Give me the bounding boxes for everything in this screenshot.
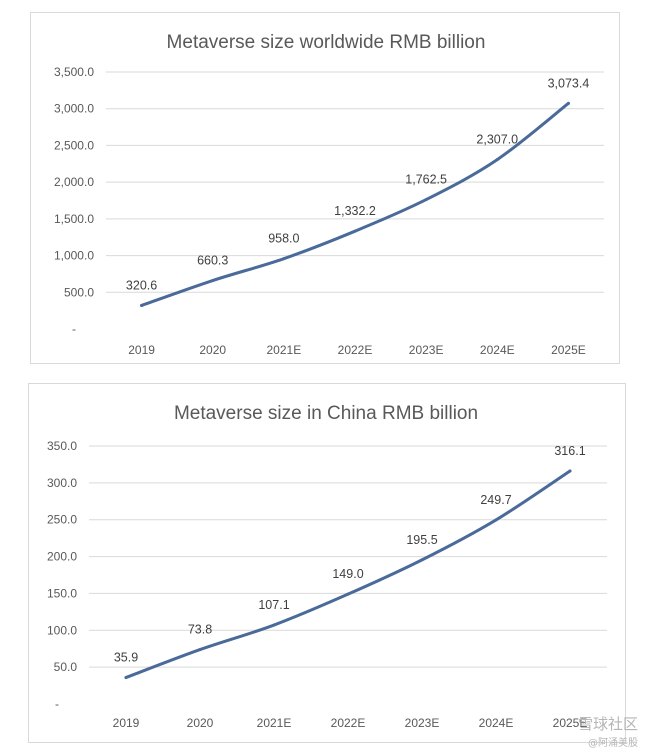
china-data-point — [346, 592, 350, 596]
watermark-author: @阿涌美股 — [588, 738, 638, 749]
china-data-label: 195.5 — [406, 533, 437, 547]
worldwide-data-label: 320.6 — [126, 278, 157, 292]
worldwide-data-label: 3,073.4 — [548, 76, 590, 90]
worldwide-chart-panel: Metaverse size worldwide RMB billion - 500… — [30, 12, 620, 364]
china-x-tick-label: 2021E — [257, 716, 292, 730]
china-data-label: 316.1 — [554, 444, 585, 458]
worldwide-data-point — [211, 279, 215, 283]
worldwide-data-point — [495, 158, 499, 162]
china-chart-panel: Metaverse size in China RMB billion - 50.0… — [28, 383, 626, 743]
worldwide-data-point — [566, 101, 570, 105]
worldwide-x-tick-label: 2025E — [551, 343, 586, 357]
china-data-label: 107.1 — [258, 598, 289, 612]
china-data-point — [124, 676, 128, 680]
china-y-tick-label: 300.0 — [47, 476, 77, 490]
worldwide-x-tick-label: 2022E — [338, 343, 373, 357]
china-data-point — [568, 469, 572, 473]
china-chart: Metaverse size in China RMB billion - 50.0… — [47, 403, 607, 730]
worldwide-y-tick-label: 3,500.0 — [54, 65, 94, 79]
worldwide-x-tick-label: 2023E — [409, 343, 444, 357]
worldwide-x-tick-label: 2020 — [199, 343, 226, 357]
worldwide-chart: Metaverse size worldwide RMB billion - 500… — [54, 32, 604, 357]
china-x-tick-label: 2022E — [331, 716, 366, 730]
worldwide-y-tick-label: 500.0 — [64, 285, 94, 299]
china-y-tick-label: 350.0 — [47, 439, 77, 453]
worldwide-data-point — [424, 198, 428, 202]
worldwide-data-point — [140, 303, 144, 307]
worldwide-y-tick-label: 1,500.0 — [54, 212, 94, 226]
china-y-tick-label: - — [55, 697, 59, 711]
worldwide-y-tick-label: 3,000.0 — [54, 102, 94, 116]
china-x-tick-label: 2020 — [187, 716, 214, 730]
worldwide-y-tick-label: 1,000.0 — [54, 249, 94, 263]
china-chart-title: Metaverse size in China RMB billion — [174, 403, 478, 424]
china-data-label: 249.7 — [480, 493, 511, 507]
china-data-label: 149.0 — [332, 567, 363, 581]
worldwide-data-point — [353, 229, 357, 233]
worldwide-y-tick-label: 2,500.0 — [54, 138, 94, 152]
worldwide-y-tick-label: - — [72, 322, 76, 336]
worldwide-data-label: 1,762.5 — [405, 173, 447, 187]
china-data-point — [494, 518, 498, 522]
watermark: 雪球社区 @阿涌美股 — [578, 713, 638, 749]
worldwide-data-label: 1,332.2 — [334, 204, 376, 218]
china-x-tick-label: 2024E — [479, 716, 514, 730]
china-x-tick-label: 2023E — [405, 716, 440, 730]
worldwide-data-label: 958.0 — [268, 232, 299, 246]
china-y-tick-label: 150.0 — [47, 586, 77, 600]
china-x-tick-label: 2025E — [553, 716, 588, 730]
china-x-tick-label: 2019 — [113, 716, 140, 730]
china-data-label: 73.8 — [188, 623, 212, 637]
china-data-point — [420, 558, 424, 562]
worldwide-data-point — [282, 257, 286, 261]
worldwide-x-tick-label: 2021E — [267, 343, 302, 357]
worldwide-y-tick-label: 2,000.0 — [54, 175, 94, 189]
china-y-tick-label: 200.0 — [47, 550, 77, 564]
worldwide-data-label: 660.3 — [197, 254, 228, 268]
worldwide-chart-title: Metaverse size worldwide RMB billion — [167, 32, 486, 53]
china-data-point — [198, 648, 202, 652]
china-y-tick-label: 50.0 — [54, 660, 78, 674]
china-data-label: 35.9 — [114, 651, 138, 665]
worldwide-x-tick-label: 2024E — [480, 343, 515, 357]
china-data-point — [272, 623, 276, 627]
worldwide-data-label: 2,307.0 — [476, 133, 518, 147]
worldwide-x-tick-label: 2019 — [128, 343, 155, 357]
watermark-brand: 雪球社区 — [577, 715, 638, 733]
china-y-tick-label: 100.0 — [47, 623, 77, 637]
china-y-tick-label: 250.0 — [47, 513, 77, 527]
